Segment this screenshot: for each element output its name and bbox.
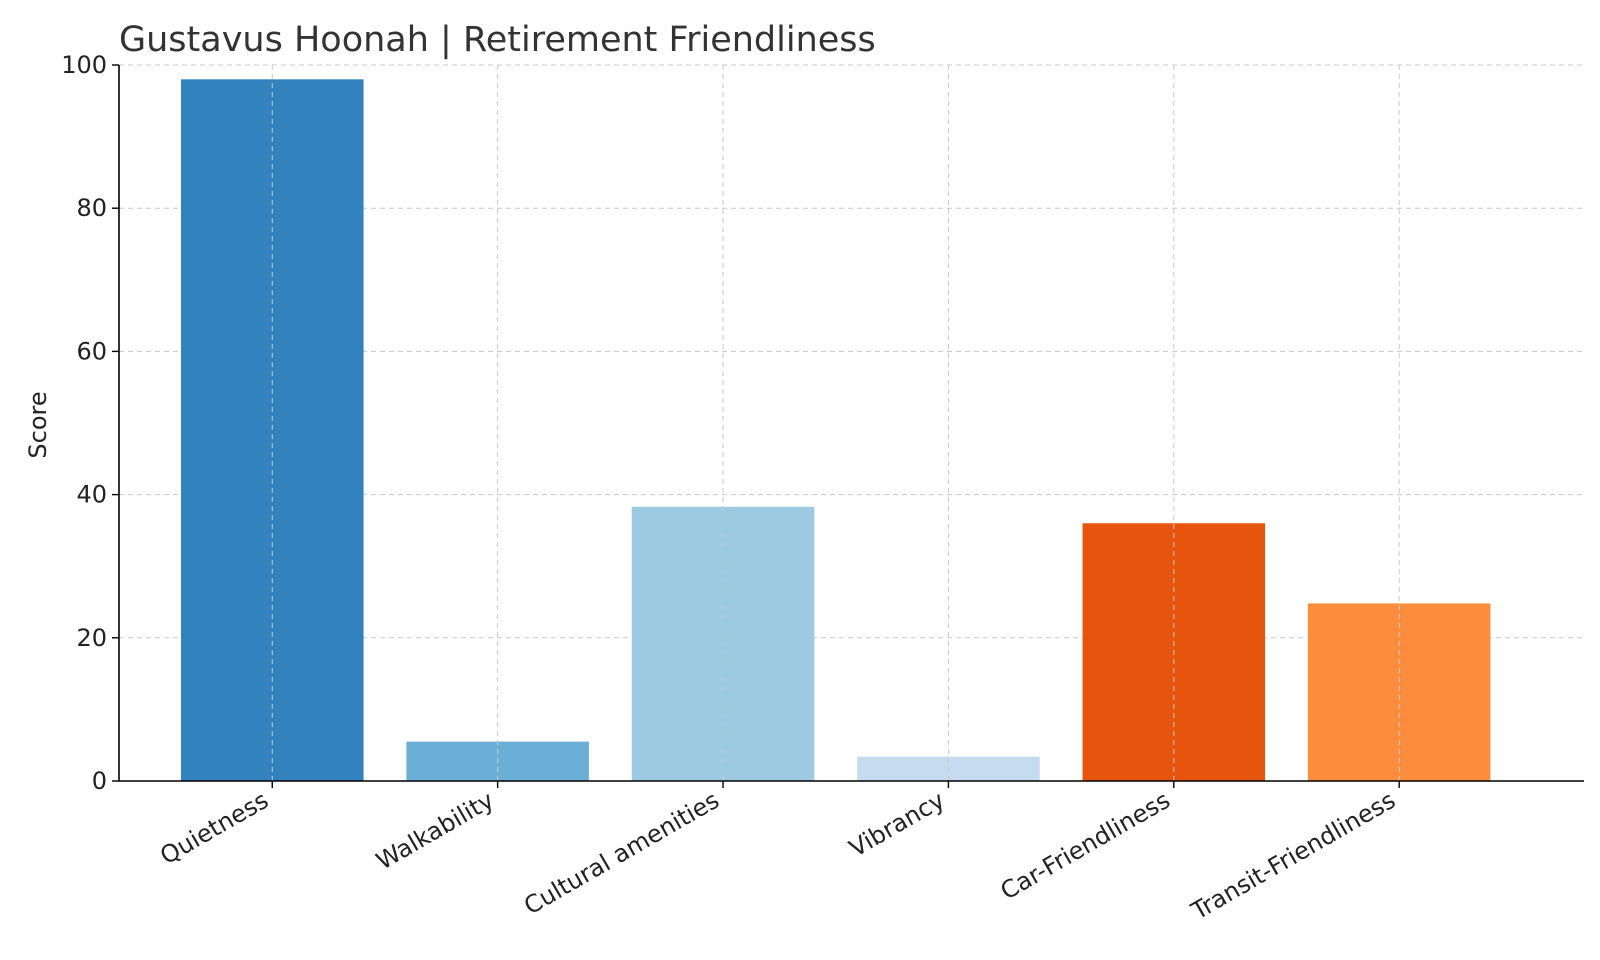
y-axis-label: Score [24, 391, 52, 458]
bar-transit-friendliness [1307, 603, 1491, 781]
x-tick-label: Cultural amenities [519, 786, 724, 920]
chart-title: Gustavus Hoonah | Retirement Friendlines… [119, 20, 876, 60]
bar-quietness [180, 79, 364, 781]
y-tick-label: 40 [76, 481, 107, 509]
x-tick-label: Walkability [372, 786, 499, 876]
y-tick-label: 20 [76, 624, 107, 652]
y-tick-label: 60 [76, 337, 107, 365]
x-tick-label: Vibrancy [844, 786, 949, 863]
x-tick-labels: Quietness Walkability Cultural amenities Vi… [155, 781, 1400, 926]
x-tick-label: Car-Friendliness [996, 786, 1175, 906]
x-tick-label: Transit-Friendliness [1186, 786, 1400, 926]
y-tick-labels: 0 20 40 60 80 100 [61, 51, 119, 795]
vertical-grid-lines [271, 65, 1400, 781]
y-tick-label: 0 [92, 767, 107, 795]
y-tick-label: 80 [76, 194, 107, 222]
y-tick-label: 100 [61, 51, 107, 79]
x-tick-label: Quietness [155, 786, 273, 870]
bars [180, 79, 1491, 781]
axes [118, 65, 1584, 782]
